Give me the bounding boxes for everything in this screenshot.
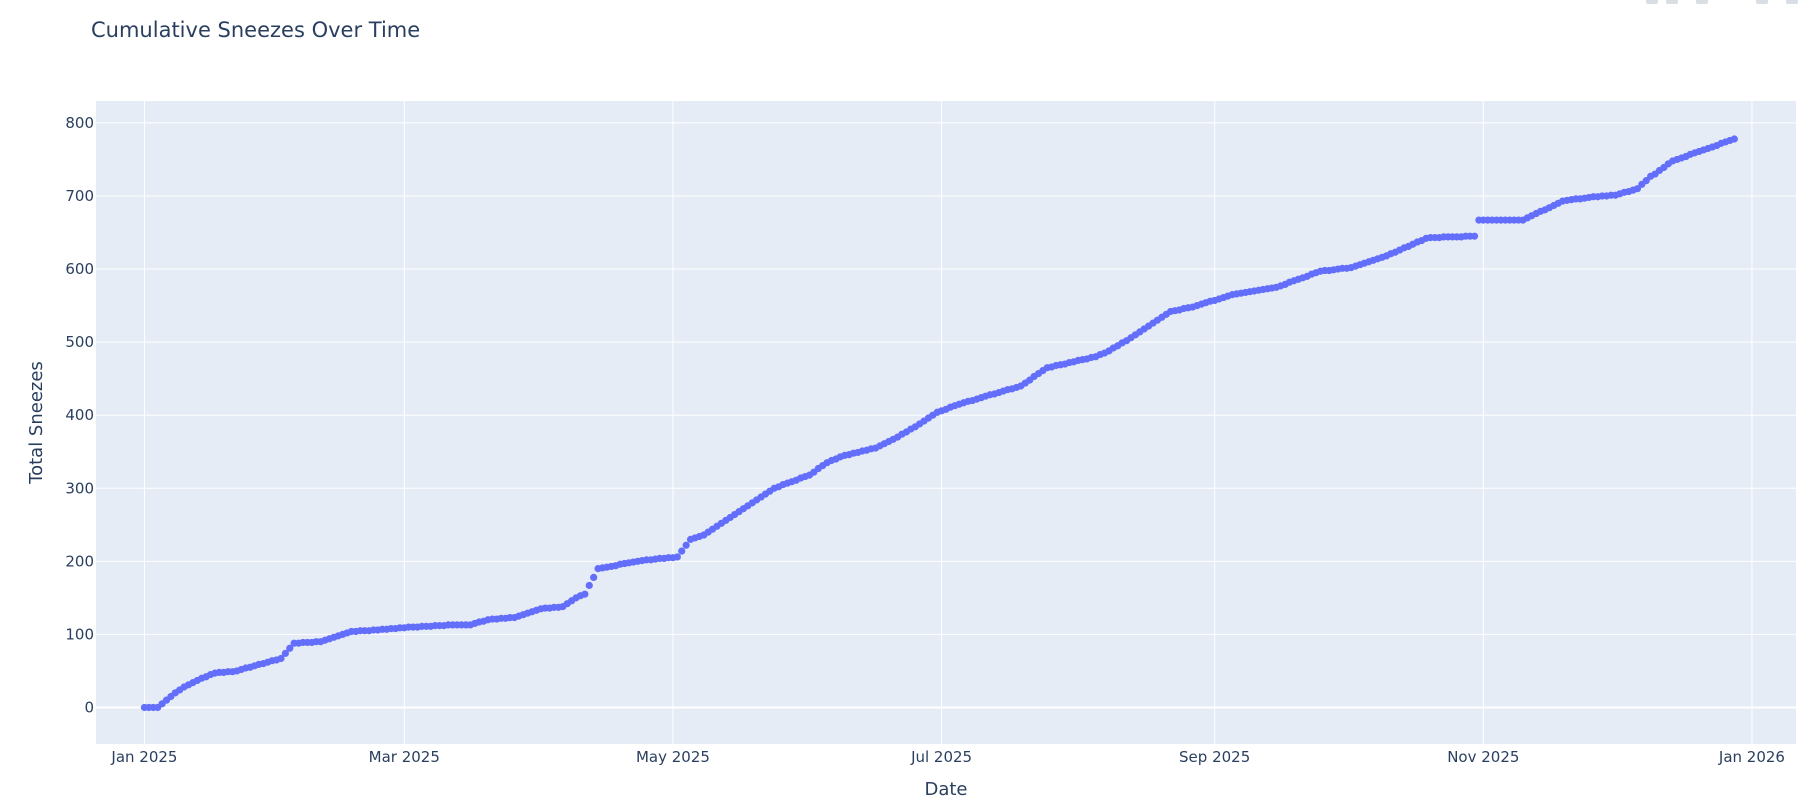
x-gridlines [143,101,1753,744]
y-tick-label: 300 [65,479,94,497]
reset-axes-icon[interactable] [1756,0,1768,4]
data-point [682,541,690,549]
pan-icon[interactable] [1666,0,1678,4]
x-axis: Jan 2025 Mar 2025 May 2025 Jul 2025 Sep 2025… [110,748,1785,766]
modebar[interactable] [1618,0,1808,6]
x-tick-label: Jan 2025 [110,748,177,766]
y-gridlines [96,122,1796,709]
x-tick-label: May 2025 [636,748,710,766]
data-point [678,547,686,555]
data-point [1642,177,1650,185]
data-point [1470,232,1479,240]
plot-area [96,101,1796,744]
data-point [277,654,285,663]
y-tick-label: 400 [65,406,94,424]
x-axis-title: Date [924,779,967,800]
y-axis-title: Total Sneezes [26,361,47,485]
y-tick-label: 700 [65,187,94,205]
x-tick-label: Jul 2025 [910,748,972,766]
data-point [1730,135,1738,143]
y-tick-label: 600 [65,260,94,278]
chart-title: Cumulative Sneezes Over Time [91,18,421,42]
zoom-icon[interactable] [1646,0,1658,4]
y-tick-label: 500 [65,333,94,351]
data-point [673,553,681,561]
x-tick-label: Jan 2026 [1718,748,1785,766]
series-markers [140,135,1738,712]
x-tick-label: Nov 2025 [1447,748,1519,766]
y-tick-label: 800 [65,114,94,132]
y-tick-label: 0 [84,698,94,716]
y-axis: 0 100 200 300 400 500 600 700 800 [65,114,94,717]
download-icon[interactable] [1786,0,1798,4]
data-point [585,581,593,590]
data-point [1633,185,1642,193]
x-tick-label: Mar 2025 [369,748,440,766]
y-tick-label: 200 [65,552,94,570]
data-point [286,644,294,652]
autoscale-icon[interactable] [1696,0,1708,4]
y-tick-label: 100 [65,625,94,643]
data-point [581,590,589,598]
x-tick-label: Sep 2025 [1179,748,1250,766]
data-point [281,649,289,657]
data-point [590,573,598,582]
